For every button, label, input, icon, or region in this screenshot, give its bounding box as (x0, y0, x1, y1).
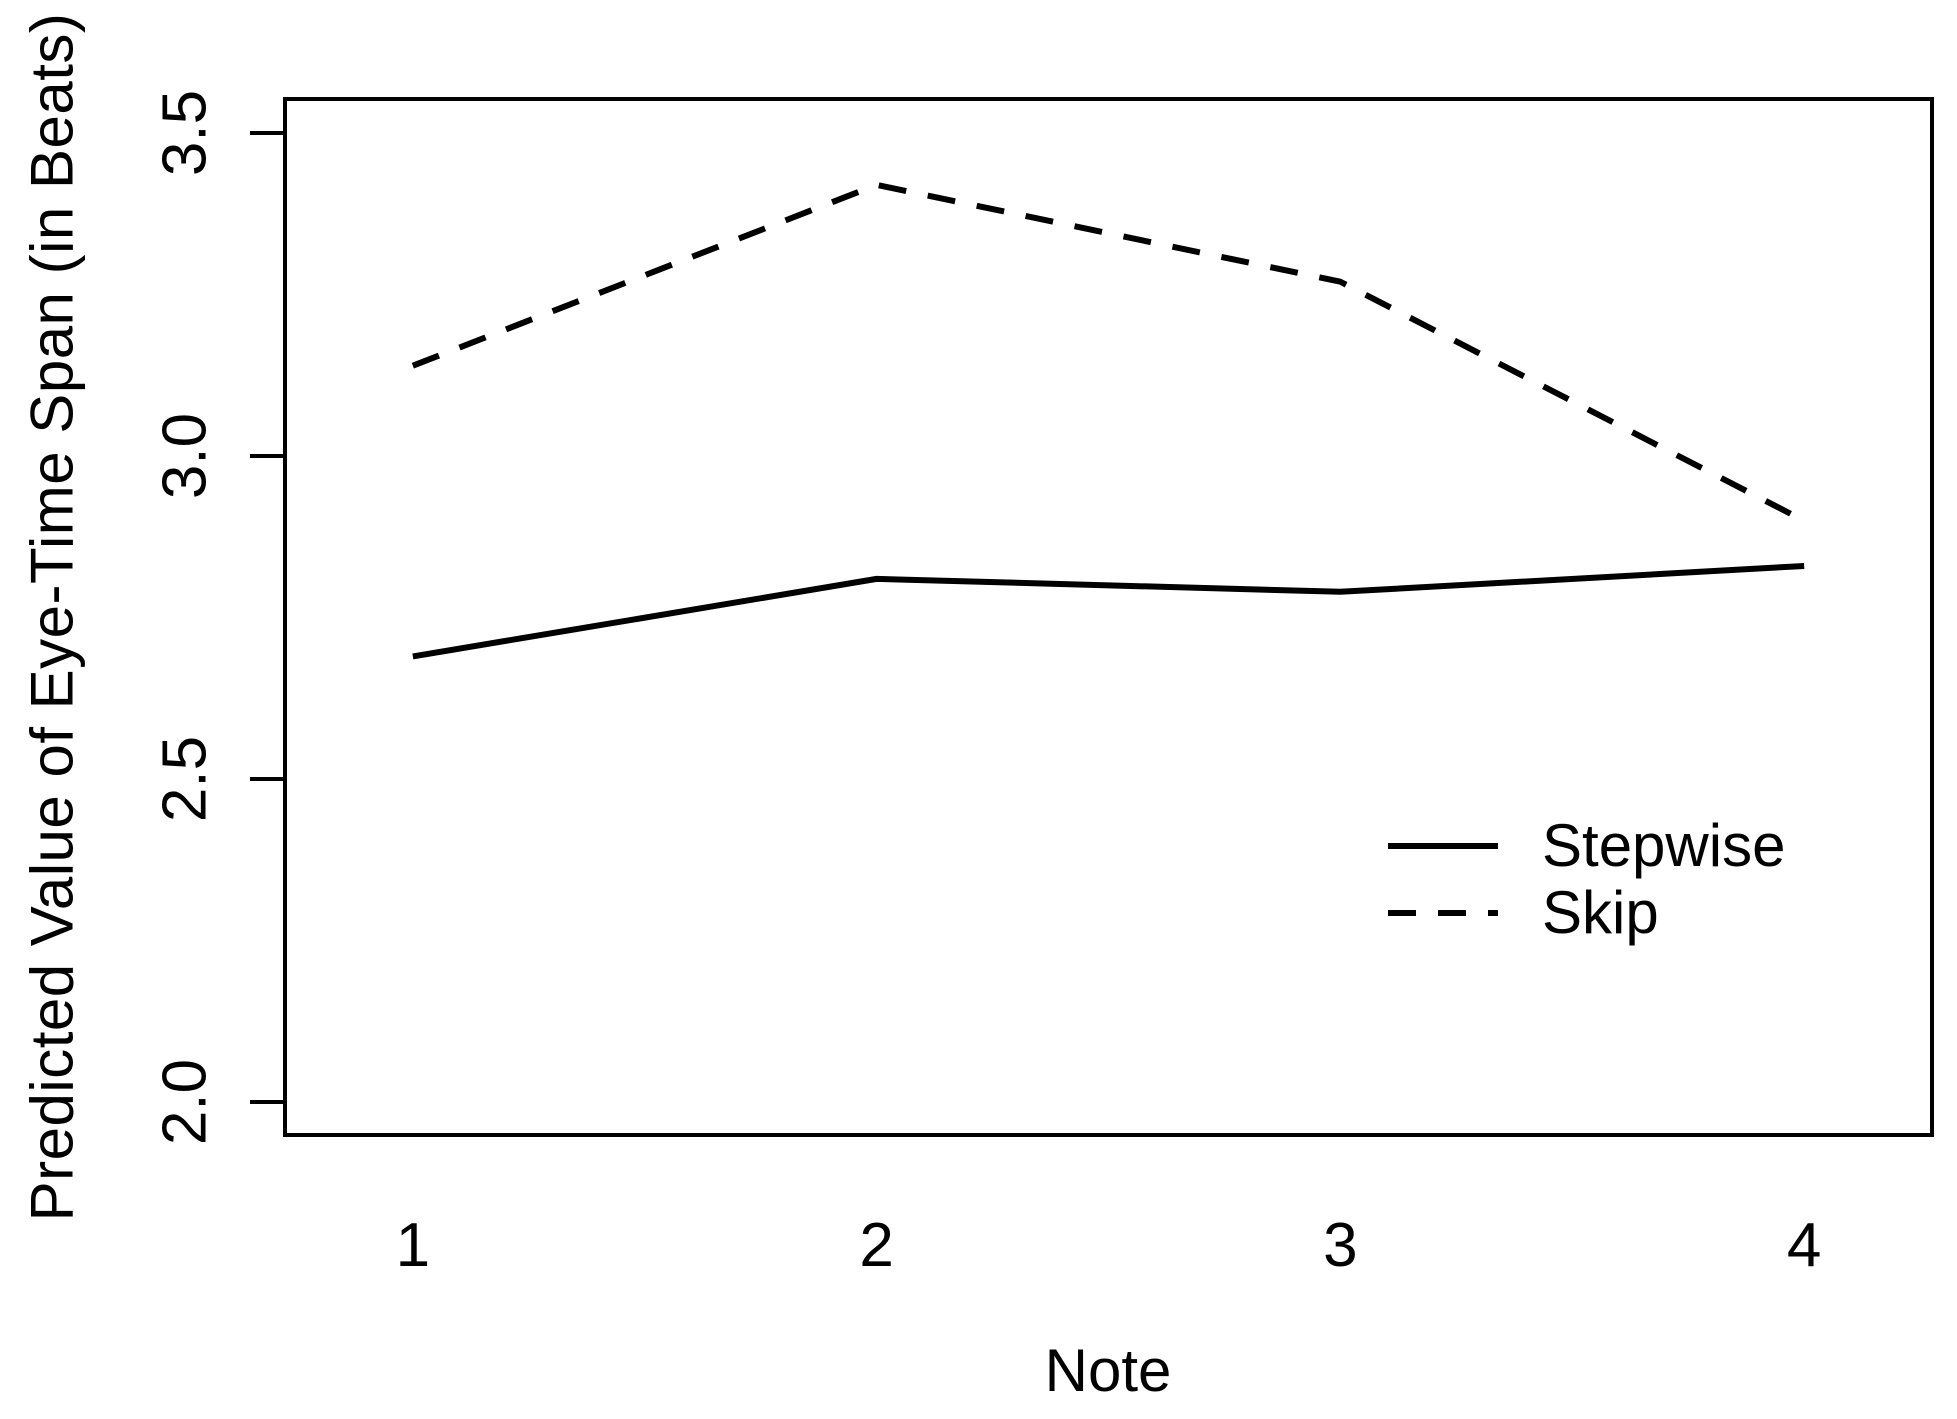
legend-label: Stepwise (1542, 812, 1786, 879)
plot-border-box (283, 97, 1934, 1137)
y-tick-mark (250, 131, 283, 136)
y-tick-mark (250, 454, 283, 459)
x-tick-label: 2 (859, 1211, 894, 1280)
y-axis-title: Predicted Value of Eye-Time Span (in Bea… (18, 12, 86, 1222)
y-tick-mark (250, 1100, 283, 1105)
legend-label: Skip (1542, 879, 1659, 946)
legend-line-sample (1388, 842, 1498, 849)
y-tick-label: 2.0 (150, 1059, 220, 1146)
y-tick-label: 2.5 (150, 736, 220, 823)
legend-item-skip: Skip (1388, 879, 1785, 946)
legend: Stepwise Skip (1388, 812, 1785, 946)
series-line-skip (411, 181, 1806, 524)
series-lines (411, 181, 1806, 660)
y-tick-label: 3.5 (150, 90, 220, 177)
y-tick-label: 3.0 (150, 413, 220, 500)
x-tick-label: 3 (1323, 1211, 1358, 1280)
y-tick-mark (250, 777, 283, 782)
x-tick-label: 1 (395, 1211, 431, 1280)
legend-line-sample (1388, 909, 1498, 916)
series-line-stepwise (412, 562, 1805, 660)
x-axis-title: Note (1044, 1337, 1172, 1404)
legend-item-stepwise: Stepwise (1388, 812, 1785, 879)
x-tick-label: 4 (1786, 1211, 1822, 1280)
plot-area (283, 97, 1934, 1137)
